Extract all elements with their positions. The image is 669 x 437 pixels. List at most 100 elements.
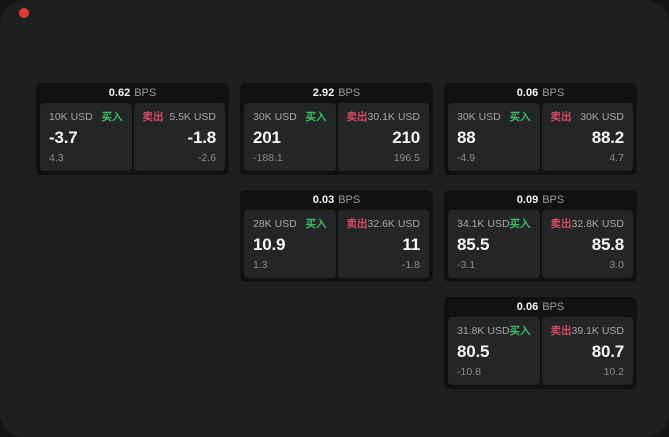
buy-amount: 30K USD bbox=[457, 111, 501, 123]
sell-panel[interactable]: 卖出 30.1K USD 210 196.5 bbox=[337, 103, 429, 171]
red-record-dot[interactable] bbox=[19, 8, 29, 18]
buy-sub-value: -10.8 bbox=[457, 366, 481, 378]
bps-unit-label: BPS bbox=[134, 87, 157, 99]
buy-panel-top: 34.1K USD 买入 bbox=[457, 218, 531, 230]
buy-price: -3.7 bbox=[49, 128, 78, 147]
buy-side-label: 买入 bbox=[305, 218, 327, 230]
sell-sub-value: 4.7 bbox=[609, 152, 624, 164]
buy-amount: 28K USD bbox=[253, 218, 297, 230]
price-panels: 30K USD 买入 201 -188.1 卖出 30.1K USD 210 1… bbox=[240, 103, 433, 175]
quote-card: 0.06 BPS 31.8K USD 买入 80.5 -10.8 卖出 39.1… bbox=[444, 297, 637, 389]
buy-side-label: 买入 bbox=[509, 218, 531, 230]
sell-side-label: 卖出 bbox=[346, 218, 368, 230]
buy-panel-top: 31.8K USD 买入 bbox=[457, 325, 531, 337]
quote-card: 0.03 BPS 28K USD 买入 10.9 1.3 卖出 32.6K US… bbox=[240, 190, 433, 282]
sell-price: 88.2 bbox=[591, 128, 624, 147]
sell-price: -1.8 bbox=[187, 128, 217, 147]
sell-side-label: 卖出 bbox=[550, 111, 572, 123]
buy-panel-top: 30K USD 买入 bbox=[253, 111, 327, 123]
sell-panel-top: 卖出 32.8K USD bbox=[551, 218, 625, 230]
bps-unit-label: BPS bbox=[338, 87, 361, 99]
card-header: 0.09 BPS bbox=[444, 190, 637, 210]
sell-amount: 39.1K USD bbox=[571, 325, 625, 337]
sell-amount: 32.8K USD bbox=[571, 218, 625, 230]
sell-panel[interactable]: 卖出 30K USD 88.2 4.7 bbox=[541, 103, 633, 171]
card-header: 2.92 BPS bbox=[240, 83, 433, 103]
bps-unit-label: BPS bbox=[542, 87, 565, 99]
price-panels: 34.1K USD 买入 85.5 -3.1 卖出 32.8K USD 85.8… bbox=[444, 210, 637, 282]
bps-value: 0.62 bbox=[108, 87, 131, 99]
sell-side-label: 卖出 bbox=[550, 218, 572, 230]
card-header: 0.03 BPS bbox=[240, 190, 433, 210]
buy-price: 201 bbox=[253, 128, 281, 147]
sell-price: 210 bbox=[392, 128, 420, 147]
card-header: 0.62 BPS bbox=[36, 83, 229, 103]
buy-sub-value: -4.9 bbox=[457, 152, 476, 164]
sell-panel[interactable]: 卖出 5.5K USD -1.8 -2.6 bbox=[133, 103, 225, 171]
bps-unit-label: BPS bbox=[338, 194, 361, 206]
buy-panel[interactable]: 30K USD 买入 201 -188.1 bbox=[244, 103, 336, 171]
sell-panel[interactable]: 卖出 32.8K USD 85.8 3.0 bbox=[541, 210, 633, 278]
sell-sub-value: 3.0 bbox=[609, 259, 624, 271]
quote-card: 0.62 BPS 10K USD 买入 -3.7 4.3 卖出 5.5K USD… bbox=[36, 83, 229, 175]
sell-price: 80.7 bbox=[591, 342, 624, 361]
bps-value: 0.03 bbox=[312, 194, 335, 206]
sell-panel[interactable]: 卖出 32.6K USD 11 -1.8 bbox=[337, 210, 429, 278]
buy-side-label: 买入 bbox=[509, 325, 531, 337]
price-panels: 30K USD 买入 88 -4.9 卖出 30K USD 88.2 4.7 bbox=[444, 103, 637, 175]
buy-side-label: 买入 bbox=[509, 111, 531, 123]
sell-sub-value: 196.5 bbox=[393, 152, 420, 164]
buy-panel-top: 10K USD 买入 bbox=[49, 111, 123, 123]
buy-sub-value: -3.1 bbox=[457, 259, 476, 271]
quote-card: 0.09 BPS 34.1K USD 买入 85.5 -3.1 卖出 32.8K… bbox=[444, 190, 637, 282]
sell-panel-top: 卖出 39.1K USD bbox=[551, 325, 625, 337]
quote-card: 2.92 BPS 30K USD 买入 201 -188.1 卖出 30.1K … bbox=[240, 83, 433, 175]
sell-sub-value: 10.2 bbox=[603, 366, 624, 378]
bps-value: 0.06 bbox=[516, 301, 539, 313]
card-header: 0.06 BPS bbox=[444, 297, 637, 317]
sell-panel-top: 卖出 30.1K USD bbox=[347, 111, 421, 123]
sell-amount: 32.6K USD bbox=[367, 218, 421, 230]
sell-price: 11 bbox=[402, 235, 420, 254]
bps-value: 2.92 bbox=[312, 87, 335, 99]
price-panels: 10K USD 买入 -3.7 4.3 卖出 5.5K USD -1.8 -2.… bbox=[36, 103, 229, 175]
bps-value: 0.09 bbox=[516, 194, 539, 206]
sell-side-label: 卖出 bbox=[550, 325, 572, 337]
price-panels: 28K USD 买入 10.9 1.3 卖出 32.6K USD 11 -1.8 bbox=[240, 210, 433, 282]
buy-panel-top: 28K USD 买入 bbox=[253, 218, 327, 230]
buy-price: 88 bbox=[457, 128, 476, 147]
sell-sub-value: -2.6 bbox=[197, 152, 216, 164]
buy-price: 10.9 bbox=[253, 235, 286, 254]
sell-panel[interactable]: 卖出 39.1K USD 80.7 10.2 bbox=[541, 317, 633, 385]
quote-card: 0.06 BPS 30K USD 买入 88 -4.9 卖出 30K USD 8… bbox=[444, 83, 637, 175]
quote-cards-grid: 0.62 BPS 10K USD 买入 -3.7 4.3 卖出 5.5K USD… bbox=[36, 83, 637, 389]
bps-unit-label: BPS bbox=[542, 301, 565, 313]
sell-panel-top: 卖出 30K USD bbox=[551, 111, 625, 123]
sell-side-label: 卖出 bbox=[142, 111, 164, 123]
sell-amount: 5.5K USD bbox=[169, 111, 216, 123]
buy-price: 80.5 bbox=[457, 342, 490, 361]
buy-sub-value: -188.1 bbox=[253, 152, 283, 164]
sell-panel-top: 卖出 32.6K USD bbox=[347, 218, 421, 230]
buy-panel[interactable]: 30K USD 买入 88 -4.9 bbox=[448, 103, 540, 171]
sell-sub-value: -1.8 bbox=[401, 259, 420, 271]
buy-sub-value: 1.3 bbox=[253, 259, 268, 271]
buy-panel[interactable]: 34.1K USD 买入 85.5 -3.1 bbox=[448, 210, 540, 278]
buy-side-label: 买入 bbox=[101, 111, 123, 123]
sell-amount: 30.1K USD bbox=[367, 111, 421, 123]
bps-value: 0.06 bbox=[516, 87, 539, 99]
buy-panel[interactable]: 31.8K USD 买入 80.5 -10.8 bbox=[448, 317, 540, 385]
buy-amount: 10K USD bbox=[49, 111, 93, 123]
buy-sub-value: 4.3 bbox=[49, 152, 64, 164]
sell-panel-top: 卖出 5.5K USD bbox=[143, 111, 217, 123]
sell-side-label: 卖出 bbox=[346, 111, 368, 123]
bps-unit-label: BPS bbox=[542, 194, 565, 206]
buy-amount: 34.1K USD bbox=[457, 218, 510, 230]
buy-panel[interactable]: 28K USD 买入 10.9 1.3 bbox=[244, 210, 336, 278]
buy-price: 85.5 bbox=[457, 235, 490, 254]
buy-panel[interactable]: 10K USD 买入 -3.7 4.3 bbox=[40, 103, 132, 171]
sell-price: 85.8 bbox=[591, 235, 624, 254]
buy-amount: 31.8K USD bbox=[457, 325, 510, 337]
sell-amount: 30K USD bbox=[580, 111, 624, 123]
